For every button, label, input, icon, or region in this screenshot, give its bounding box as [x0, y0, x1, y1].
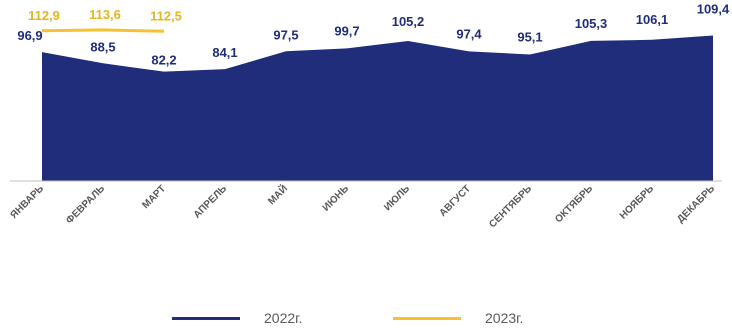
x-tick-label: СЕНТЯБРЬ	[487, 183, 534, 230]
x-tick-label: НОЯБРЬ	[618, 183, 656, 221]
x-tick-label: АПРЕЛЬ	[192, 183, 229, 220]
x-axis-ticks: ЯНВАРЬ ФЕВРАЛЬ МАРТ АПРЕЛЬ МАЙ ИЮНЬ ИЮЛЬ АВГУСТ…	[8, 182, 717, 230]
legend-item-2022: 2022г.	[172, 306, 302, 330]
data-labels-2022: 96,9 88,5 82,2 84,1 97,5 99,7 105,2 97,4 95,1 105…	[17, 1, 730, 67]
data-label-2022: 96,9	[17, 28, 42, 43]
data-label-2022: 95,1	[517, 29, 542, 44]
legend-swatch-2022	[172, 316, 240, 320]
data-label-2023: 112,5	[150, 8, 182, 23]
x-tick-label: ЯНВАРЬ	[8, 183, 46, 221]
legend-label-2022: 2022г.	[264, 310, 303, 326]
area-2022	[42, 35, 713, 181]
x-tick-label: ОКТЯБРЬ	[553, 183, 595, 225]
data-labels-2023: 112,9 113,6 112,5	[28, 7, 182, 23]
x-tick-label: МАЙ	[265, 182, 290, 207]
x-tick-label: ИЮЛЬ	[382, 183, 412, 213]
legend-label-2023: 2023г.	[485, 310, 524, 326]
x-tick-label: ИЮНЬ	[321, 183, 351, 213]
x-tick-label: ДЕКАБРЬ	[675, 183, 717, 225]
legend-swatch-2023	[393, 316, 461, 320]
data-label-2022: 99,7	[334, 23, 359, 38]
data-label-2023: 112,9	[28, 8, 60, 23]
legend-item-2023: 2023г.	[393, 306, 523, 330]
x-tick-label: ФЕВРАЛЬ	[64, 183, 107, 226]
data-label-2022: 84,1	[212, 45, 237, 60]
data-label-2022: 97,4	[456, 26, 482, 41]
x-tick-label: АВГУСТ	[437, 183, 473, 219]
x-tick-label: МАРТ	[140, 183, 168, 211]
data-label-2023: 113,6	[89, 7, 121, 22]
legend: 2022г. 2023г.	[0, 306, 732, 330]
data-label-2022: 106,1	[636, 12, 669, 27]
data-label-2022: 97,5	[273, 27, 298, 42]
data-label-2022: 82,2	[151, 53, 176, 68]
data-label-2022: 88,5	[90, 39, 115, 54]
chart-svg: ЯНВАРЬ ФЕВРАЛЬ МАРТ АПРЕЛЬ МАЙ ИЮНЬ ИЮЛЬ АВГУСТ…	[8, 1, 730, 230]
data-label-2022: 105,3	[575, 16, 608, 31]
data-label-2022: 105,2	[392, 14, 425, 29]
data-label-2022: 109,4	[697, 1, 730, 16]
line-2023	[41, 28, 165, 33]
